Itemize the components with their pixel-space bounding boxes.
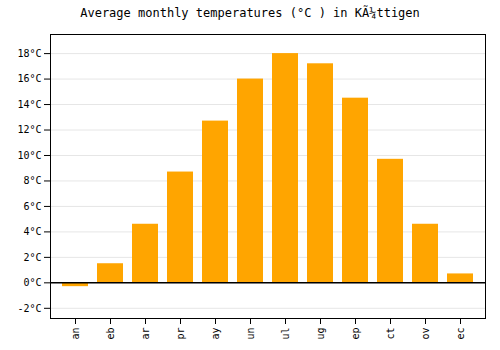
svg-text:0°C: 0°C bbox=[23, 277, 41, 288]
svg-text:pr: pr bbox=[175, 328, 186, 340]
svg-text:ec: ec bbox=[455, 328, 466, 340]
svg-text:ay: ay bbox=[210, 328, 221, 340]
svg-text:ul: ul bbox=[280, 328, 291, 340]
html-text:Average monthly temperatures (: Average monthly temperatures (°C ) in KÃ… bbox=[80, 6, 420, 20]
svg-text:6°C: 6°C bbox=[23, 201, 41, 212]
svg-text:10°C: 10°C bbox=[17, 150, 41, 161]
svg-text:ar: ar bbox=[140, 328, 151, 340]
svg-text:2°C: 2°C bbox=[23, 252, 41, 263]
svg-text:an: an bbox=[70, 328, 81, 340]
svg-text:ov: ov bbox=[420, 328, 431, 340]
svg-text:ep: ep bbox=[350, 328, 361, 340]
svg-text:ug: ug bbox=[315, 328, 326, 340]
svg-text:ct: ct bbox=[385, 328, 396, 340]
svg-text:un: un bbox=[245, 328, 256, 340]
svg-text:4°C: 4°C bbox=[23, 226, 41, 237]
svg-text:8°C: 8°C bbox=[23, 175, 41, 186]
svg-text:14°C: 14°C bbox=[17, 99, 41, 110]
svg-text:18°C: 18°C bbox=[17, 48, 41, 59]
svg-text:16°C: 16°C bbox=[17, 73, 41, 84]
svg-text:-2°C: -2°C bbox=[17, 303, 41, 314]
svg-text:eb: eb bbox=[105, 328, 116, 340]
svg-text:12°C: 12°C bbox=[17, 124, 41, 135]
